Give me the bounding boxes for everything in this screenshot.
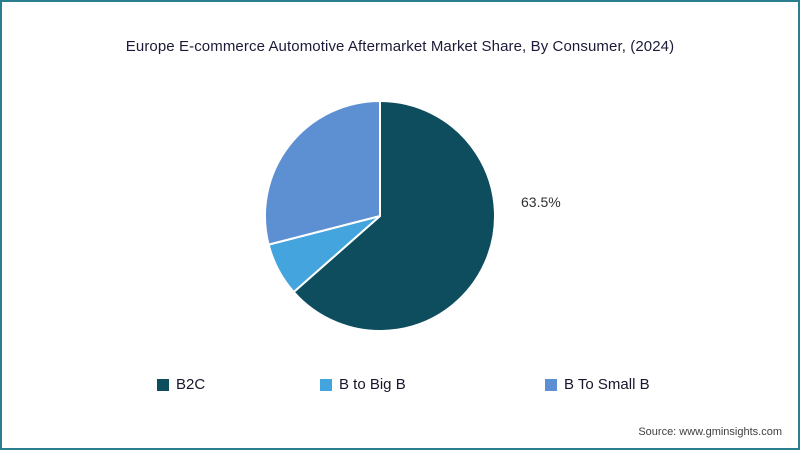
legend-label-b-to-small-b: B To Small B xyxy=(564,376,650,393)
pie-chart xyxy=(263,99,497,333)
legend-swatch-b-to-small-b xyxy=(545,378,557,391)
legend-label-b2c: B2C xyxy=(176,376,206,393)
legend-item-b-to-big-b: B to Big B xyxy=(320,376,406,393)
legend-item-b-to-small-b: B To Small B xyxy=(545,376,650,393)
pie-slice-b2c xyxy=(292,100,496,332)
pie-slice-b-to-small-b xyxy=(264,100,381,246)
legend-label-b-to-big-b: B to Big B xyxy=(339,376,406,393)
legend-item-b2c: B2C xyxy=(157,376,205,393)
data-label-b2c: 63.5% xyxy=(521,194,561,210)
legend-swatch-b2c xyxy=(157,378,169,391)
legend-swatch-b-to-big-b xyxy=(320,378,332,391)
chart-title: Europe E-commerce Automotive Aftermarket… xyxy=(125,38,675,55)
source-text: Source: www.gminsights.com xyxy=(638,426,782,438)
pie-svg xyxy=(264,100,496,332)
